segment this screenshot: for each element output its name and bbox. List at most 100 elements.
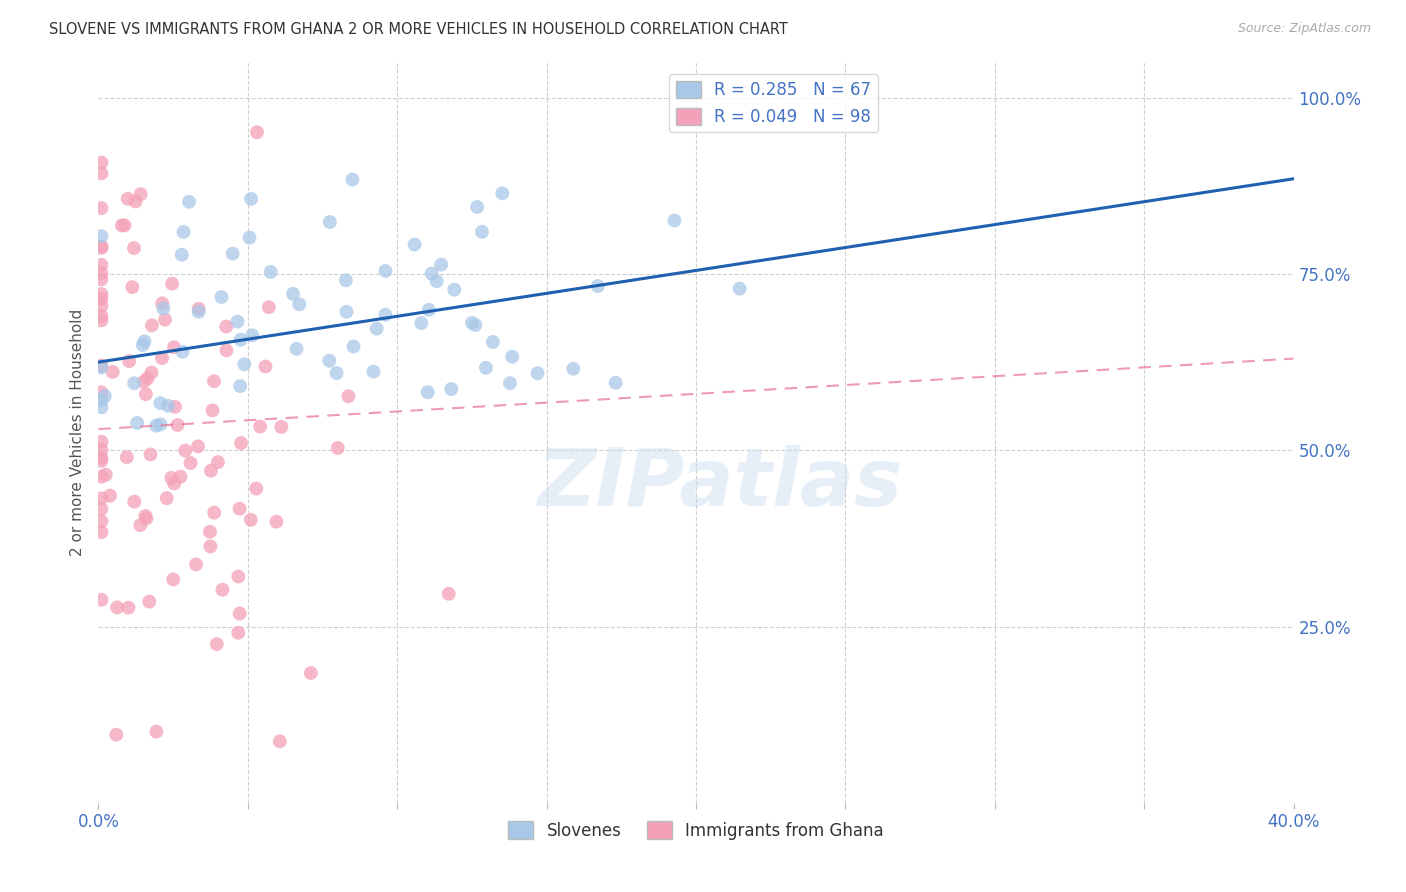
Text: SLOVENE VS IMMIGRANTS FROM GHANA 2 OR MORE VEHICLES IN HOUSEHOLD CORRELATION CHA: SLOVENE VS IMMIGRANTS FROM GHANA 2 OR MO…: [49, 22, 789, 37]
Point: [90, 514, 112, 528]
Point: [166, 417, 188, 432]
Point: [226, 625, 249, 640]
Point: [465, 200, 488, 214]
Y-axis label: 2 or more Vehicles in Household: 2 or more Vehicles in Household: [70, 309, 86, 557]
Point: [605, 376, 627, 390]
Point: [90, 266, 112, 280]
Point: [174, 443, 197, 458]
Point: [366, 321, 388, 335]
Point: [374, 308, 396, 322]
Point: [246, 125, 269, 139]
Point: [177, 194, 200, 209]
Point: [226, 315, 249, 329]
Point: [124, 194, 146, 209]
Point: [101, 365, 124, 379]
Text: Source: ZipAtlas.com: Source: ZipAtlas.com: [1237, 22, 1371, 36]
Point: [141, 318, 163, 333]
Point: [499, 376, 522, 391]
Point: [160, 471, 183, 485]
Point: [124, 494, 146, 508]
Point: [180, 456, 202, 470]
Point: [240, 192, 263, 206]
Point: [139, 448, 162, 462]
Point: [94, 389, 117, 403]
Point: [90, 525, 112, 540]
Point: [229, 379, 252, 393]
Point: [443, 283, 465, 297]
Point: [416, 385, 439, 400]
Point: [664, 213, 686, 227]
Point: [134, 508, 156, 523]
Point: [200, 540, 222, 554]
Point: [249, 419, 271, 434]
Point: [471, 225, 494, 239]
Point: [150, 351, 173, 366]
Point: [94, 467, 117, 482]
Point: [90, 313, 112, 327]
Point: [260, 265, 283, 279]
Point: [163, 400, 186, 414]
Point: [187, 301, 209, 316]
Point: [156, 399, 179, 413]
Point: [285, 342, 308, 356]
Point: [418, 302, 440, 317]
Point: [105, 600, 128, 615]
Point: [90, 272, 112, 286]
Point: [211, 582, 233, 597]
Point: [129, 187, 152, 202]
Point: [172, 344, 194, 359]
Point: [404, 237, 426, 252]
Point: [90, 309, 112, 323]
Point: [299, 666, 322, 681]
Point: [90, 155, 112, 169]
Point: [98, 489, 121, 503]
Point: [149, 417, 172, 432]
Point: [233, 357, 256, 371]
Point: [198, 524, 221, 539]
Point: [145, 418, 167, 433]
Point: [586, 279, 609, 293]
Point: [90, 401, 112, 415]
Point: [222, 246, 245, 260]
Point: [205, 637, 228, 651]
Point: [114, 219, 136, 233]
Point: [136, 371, 159, 385]
Point: [90, 299, 112, 313]
Point: [491, 186, 513, 201]
Point: [228, 569, 250, 583]
Point: [461, 316, 484, 330]
Point: [215, 343, 238, 358]
Point: [464, 318, 486, 332]
Point: [141, 366, 163, 380]
Point: [90, 229, 112, 244]
Point: [132, 338, 155, 352]
Point: [90, 360, 112, 375]
Point: [90, 258, 112, 272]
Point: [149, 396, 172, 410]
Point: [240, 328, 263, 343]
Point: [187, 439, 209, 453]
Point: [170, 248, 193, 262]
Point: [269, 734, 291, 748]
Point: [228, 607, 250, 621]
Point: [90, 359, 112, 373]
Point: [184, 558, 207, 572]
Point: [90, 450, 112, 465]
Point: [335, 273, 357, 287]
Point: [163, 340, 186, 354]
Point: [326, 441, 349, 455]
Point: [211, 290, 233, 304]
Point: [374, 264, 396, 278]
Point: [135, 511, 157, 525]
Point: [105, 728, 128, 742]
Point: [90, 434, 112, 449]
Point: [90, 239, 112, 253]
Point: [207, 455, 229, 469]
Point: [257, 300, 280, 314]
Point: [335, 304, 357, 318]
Point: [90, 393, 112, 408]
Point: [90, 292, 112, 306]
Point: [229, 333, 252, 347]
Point: [342, 340, 364, 354]
Point: [337, 389, 360, 403]
